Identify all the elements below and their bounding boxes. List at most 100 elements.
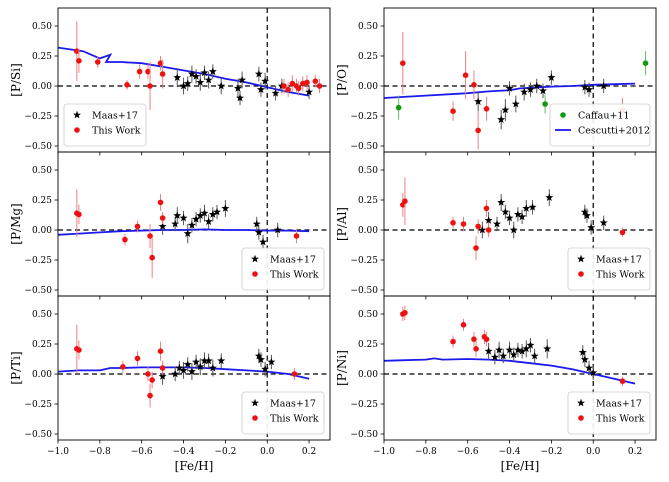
panel-pal: 0.50 0.25 0.00 −0.25 −0.50 [P/Al] Maas+17 This …	[335, 151, 657, 300]
x-tick-label: −0.8	[415, 447, 437, 457]
legend-marker	[578, 271, 584, 277]
data-point	[402, 310, 408, 316]
data-point	[522, 344, 531, 353]
data-point	[547, 73, 556, 81]
data-point	[208, 210, 217, 218]
data-point	[149, 377, 155, 383]
y-tick-label: 0.50	[358, 310, 378, 320]
x-tick-label: −0.2	[214, 447, 236, 457]
data-point	[599, 218, 608, 227]
data-point	[532, 81, 541, 90]
data-point	[158, 372, 167, 380]
data-point	[145, 68, 151, 75]
data-point	[589, 368, 598, 377]
data-point	[471, 336, 477, 343]
data-point	[545, 193, 554, 201]
x-tick-label: −1.0	[373, 447, 395, 457]
data-point	[528, 203, 537, 211]
data-point	[175, 363, 184, 372]
data-point	[200, 68, 209, 77]
data-point	[478, 225, 487, 234]
panel-psi: 0.50 0.25 0.00 −0.25 −0.50 [P/Si] Maas+17 This …	[9, 7, 331, 156]
data-point	[136, 68, 143, 75]
data-point	[518, 347, 527, 355]
legend-marker	[252, 415, 258, 421]
data-point	[518, 212, 527, 221]
data-point	[204, 75, 213, 84]
data-point	[520, 87, 529, 96]
legend-label: Maas+17	[596, 399, 642, 410]
legend-box	[567, 391, 651, 435]
data-point	[192, 215, 201, 223]
data-point	[196, 78, 205, 86]
data-point	[513, 210, 522, 218]
data-point	[192, 357, 201, 366]
data-point	[256, 85, 265, 93]
legend-box	[567, 247, 651, 291]
y-tick-label: −0.25	[24, 256, 52, 266]
data-point	[145, 371, 151, 377]
data-point	[305, 87, 314, 96]
data-point	[159, 365, 166, 371]
y-tick-label: −0.50	[24, 286, 52, 296]
data-point	[587, 223, 596, 231]
model-curve	[384, 357, 636, 385]
data-point	[526, 85, 535, 93]
data-point	[505, 84, 514, 92]
x-tick-label: −0.4	[173, 447, 195, 457]
data-point	[543, 344, 552, 353]
data-point	[460, 221, 467, 227]
data-point	[76, 347, 82, 353]
data-point	[217, 81, 226, 90]
y-tick-label: 0.25	[358, 340, 378, 350]
data-point	[157, 348, 164, 355]
data-point	[542, 101, 548, 107]
data-point	[157, 199, 164, 206]
data-point	[619, 229, 626, 236]
data-point	[475, 223, 481, 230]
data-point	[76, 58, 82, 64]
data-point	[147, 83, 153, 89]
data-point	[497, 198, 506, 206]
legend-box	[549, 103, 651, 147]
data-point	[157, 60, 164, 66]
y-tick-label: 0.50	[32, 166, 52, 176]
data-point	[526, 341, 535, 349]
y-tick-label: −0.50	[350, 142, 378, 152]
y-tick-label: 0.25	[358, 52, 378, 62]
data-point	[233, 84, 242, 92]
data-point	[196, 362, 205, 371]
legend-box	[63, 103, 147, 147]
x-tick-label: −0.4	[499, 447, 521, 457]
y-tick-label: 0.00	[32, 370, 52, 380]
data-point	[471, 82, 477, 88]
legend: Caffau+11 Cescutti+2012	[549, 103, 651, 147]
data-point	[171, 369, 180, 378]
data-point	[474, 97, 483, 105]
data-point	[395, 104, 402, 111]
data-point	[183, 360, 192, 368]
y-axis-label: [P/Ni]	[335, 350, 349, 386]
x-tick-label: 0.0	[260, 447, 275, 457]
data-point	[473, 245, 479, 251]
data-point	[217, 356, 226, 365]
model-curve	[58, 228, 310, 236]
y-tick-label: −0.25	[350, 256, 378, 266]
data-point	[183, 229, 192, 237]
legend-label: This Work	[596, 270, 645, 281]
data-point	[505, 213, 514, 222]
data-point	[254, 228, 263, 236]
data-point	[582, 211, 591, 219]
data-point	[122, 236, 128, 243]
y-tick-label: −0.25	[24, 400, 52, 410]
data-point	[316, 83, 323, 89]
y-axis-label: [P/Si]	[9, 63, 23, 97]
data-point	[619, 378, 626, 385]
data-point	[484, 216, 493, 224]
x-axis-label: [Fe/H]	[501, 459, 540, 473]
data-point	[599, 81, 608, 90]
data-point	[585, 85, 594, 93]
legend-marker	[73, 110, 81, 119]
data-point	[295, 85, 302, 92]
y-tick-label: 0.25	[32, 52, 52, 62]
